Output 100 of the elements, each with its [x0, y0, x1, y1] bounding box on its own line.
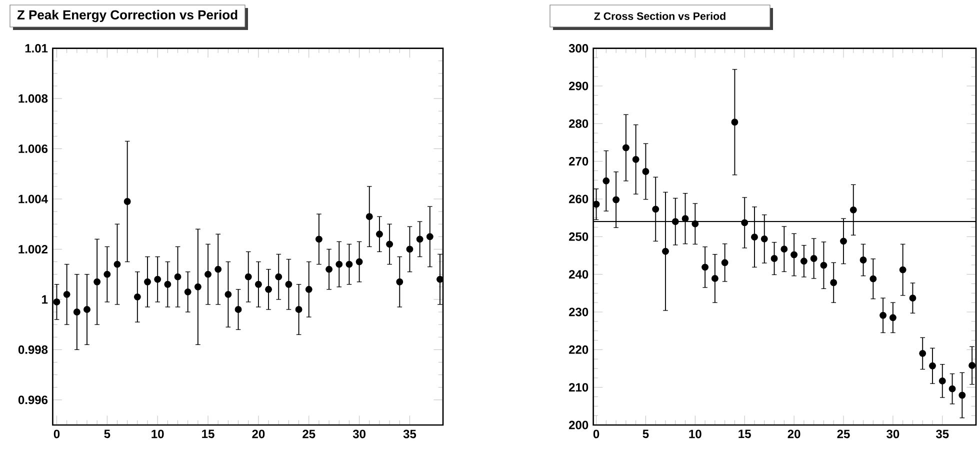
point [234, 306, 242, 313]
point [356, 258, 363, 266]
point [790, 251, 798, 258]
point [124, 198, 131, 205]
point [63, 290, 70, 298]
x-tick-label: 15 [202, 430, 214, 438]
point [751, 234, 758, 241]
point [244, 273, 252, 280]
point [315, 236, 322, 243]
point [426, 233, 434, 240]
point [592, 200, 600, 208]
x-tick-label: 20 [252, 430, 265, 438]
y-tick-label: 1 [42, 295, 48, 304]
y-tick-label: 250 [568, 232, 588, 241]
point [889, 314, 896, 322]
point [850, 206, 857, 214]
y-tick-label: 230 [568, 308, 588, 316]
point [53, 298, 60, 306]
point [840, 238, 847, 245]
y-tick-label: 220 [568, 345, 588, 354]
point [346, 260, 353, 268]
point [958, 392, 966, 399]
chart-title: Z Cross Section vs Period [594, 12, 726, 20]
point [194, 283, 202, 290]
y-tick-label: 1.008 [18, 94, 48, 103]
point [134, 293, 141, 300]
point [919, 350, 926, 357]
point [336, 260, 343, 268]
point [285, 280, 292, 288]
point [880, 312, 887, 319]
point [164, 280, 172, 288]
y-tick-label: 300 [568, 44, 588, 53]
x-tick-label: 25 [837, 430, 850, 438]
y-tick-label: 1.01 [25, 44, 48, 53]
y-tick-label: 200 [568, 420, 588, 430]
point [622, 144, 630, 152]
y-tick-label: 1.002 [18, 244, 48, 254]
point [711, 275, 718, 282]
y-tick-label: 1.004 [18, 194, 48, 204]
point [376, 230, 383, 238]
point [770, 255, 778, 262]
point [632, 156, 640, 163]
point [870, 275, 877, 282]
point [406, 246, 414, 253]
point [702, 264, 709, 271]
point [741, 219, 748, 226]
y-tick-label: 210 [568, 383, 588, 392]
point [860, 256, 867, 264]
x-tick-label: 30 [352, 430, 366, 438]
point [416, 236, 424, 243]
point [184, 288, 192, 296]
point [760, 235, 768, 242]
point [731, 118, 738, 126]
point [820, 262, 828, 269]
x-tick-label: 10 [152, 430, 164, 438]
point [94, 278, 101, 286]
point [830, 279, 838, 286]
point [326, 266, 333, 273]
point [366, 213, 373, 220]
point [305, 286, 312, 293]
y-tick-label: 0.998 [18, 345, 48, 354]
y-tick-label: 240 [568, 270, 588, 279]
x-tick-label: 15 [738, 430, 751, 438]
x-tick-label: 0 [54, 430, 60, 438]
point [780, 246, 788, 253]
point [948, 385, 956, 392]
chart-title: Z Peak Energy Correction vs Period [17, 10, 238, 22]
point [254, 280, 262, 288]
point [612, 196, 620, 204]
point [642, 168, 650, 175]
x-tick-label: 35 [403, 430, 416, 438]
point [214, 266, 222, 273]
x-tick-label: 0 [593, 430, 600, 438]
point [265, 286, 272, 293]
y-tick-label: 270 [568, 157, 588, 166]
point [662, 248, 669, 255]
point [295, 306, 302, 313]
point [899, 266, 906, 274]
y-tick-label: 280 [568, 119, 588, 128]
y-tick-label: 260 [568, 194, 588, 204]
x-tick-label: 10 [689, 430, 702, 438]
point [938, 377, 946, 384]
point [84, 306, 90, 313]
point [174, 273, 182, 280]
point [73, 308, 80, 316]
point [224, 290, 232, 298]
point [154, 276, 162, 283]
x-tick-label: 20 [788, 430, 800, 438]
point [436, 276, 444, 283]
point [929, 362, 936, 370]
x-tick-label: 30 [886, 430, 900, 438]
point [275, 273, 282, 280]
point [692, 220, 699, 228]
y-tick-label: 290 [568, 82, 588, 90]
point [672, 218, 679, 226]
point [204, 270, 212, 278]
point [144, 278, 151, 286]
y-tick-label: 0.996 [18, 396, 48, 404]
point [810, 255, 818, 262]
point [114, 260, 121, 268]
